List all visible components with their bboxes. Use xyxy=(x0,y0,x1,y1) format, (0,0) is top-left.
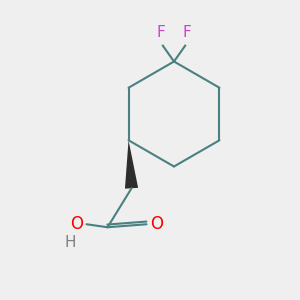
Polygon shape xyxy=(125,140,138,189)
Text: O: O xyxy=(70,215,83,233)
Text: H: H xyxy=(64,235,76,250)
Text: F: F xyxy=(182,25,191,40)
Text: O: O xyxy=(150,215,163,233)
Text: F: F xyxy=(157,25,166,40)
